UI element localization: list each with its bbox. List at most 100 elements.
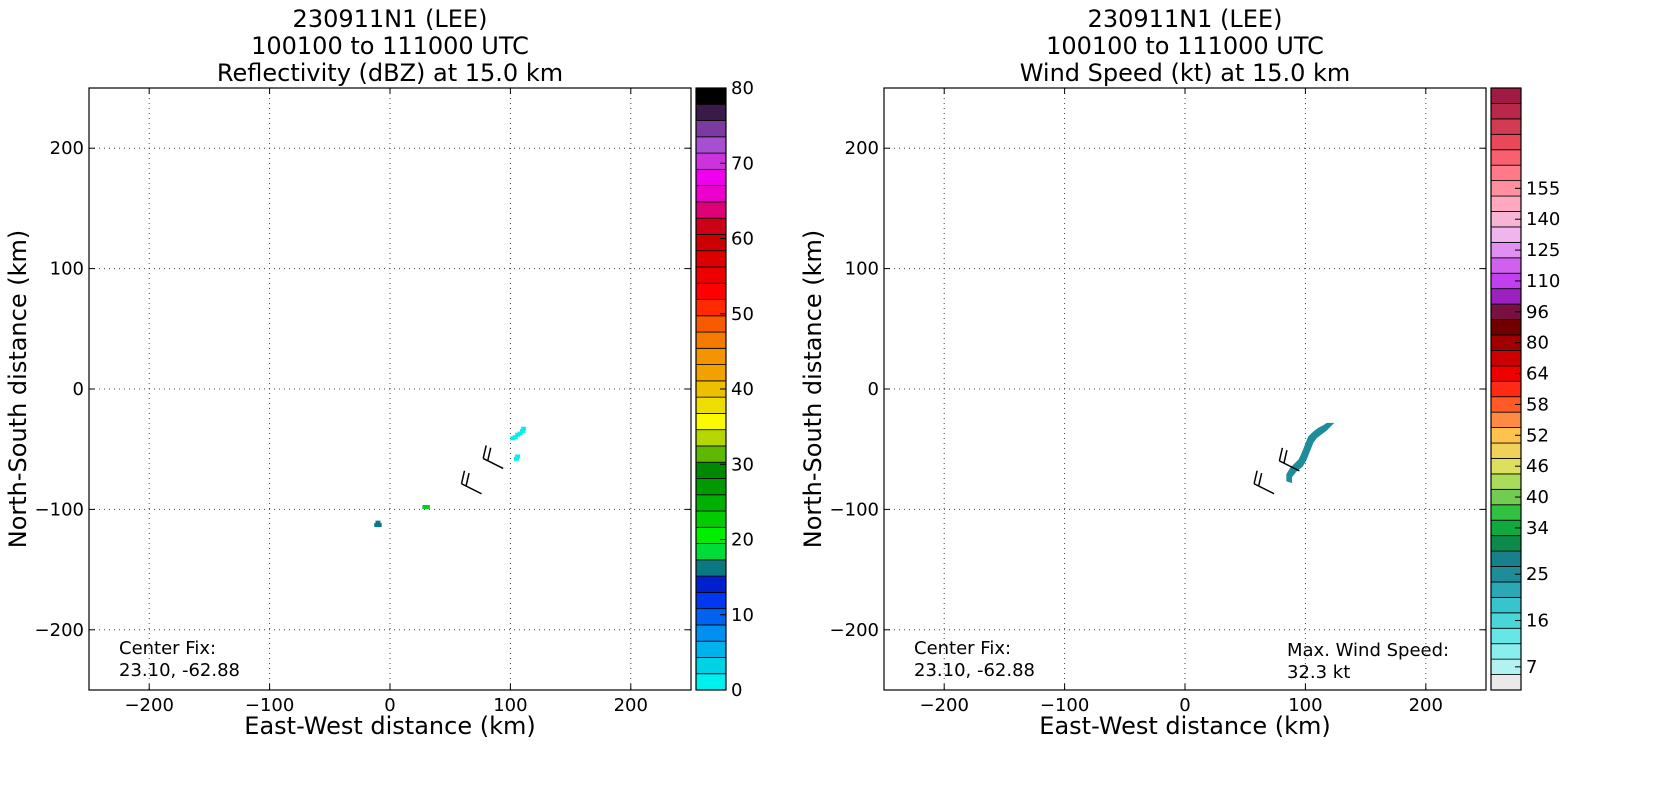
x-axis-label: East-West distance (km) [1039,712,1330,740]
max-wind-value: 32.3 kt [1287,662,1350,683]
x-tick-label: 0 [384,695,395,716]
colorbar-segment [695,640,727,658]
colorbar-segment [695,575,727,593]
wind-barb-staff [461,483,482,495]
colorbar-segment [695,429,727,447]
colorbar-frame [1490,87,1522,691]
colorbar-segment [1490,643,1522,660]
colorbar-segment [1490,442,1522,459]
wind-barb-flag [1253,470,1258,484]
colorbar-tick-label: 30 [731,454,754,475]
y-tick-label: 200 [50,138,84,159]
wind-barb [482,445,504,470]
wind-barb-flag [482,445,487,459]
colorbar-tick-label: 110 [1526,271,1560,292]
colorbar-segment [695,608,727,626]
y-tick-label: −100 [830,499,879,520]
colorbar-tick-label: 60 [731,229,754,250]
colorbar-segment [695,168,727,187]
reflectivity-cell [424,504,430,509]
colorbar-segment [695,347,727,365]
colorbar-segment [1490,133,1522,151]
colorbar-segment [1490,380,1522,398]
chart-title-line: 100100 to 111000 UTC [1046,32,1324,60]
colorbar-segment [695,445,727,463]
colorbar-segment [1490,411,1522,428]
colorbar-segment [1490,118,1522,135]
colorbar-tick-label: 0 [731,680,742,701]
colorbar-segment [695,185,727,203]
x-tick-label: −200 [124,695,173,716]
x-tick-label: 0 [1179,695,1190,716]
center-fix-value: 23.10, -62.88 [119,660,240,681]
reflectivity-cell [521,426,527,431]
colorbar-segment [695,136,727,154]
colorbar-segment [695,217,727,235]
colorbar-tick-label: 16 [1526,611,1549,632]
colorbar-segment [1490,149,1522,166]
reflectivity-cell [519,429,525,434]
reflectivity-panel: 230911N1 (LEE)100100 to 111000 UTCReflec… [4,5,754,740]
x-tick-label: 200 [614,695,648,716]
colorbar-segment [1490,257,1522,274]
chart-title-line: 230911N1 (LEE) [1088,5,1283,33]
colorbar-segment [1490,319,1522,336]
colorbar-segment [1490,350,1522,367]
chart-title-line: 100100 to 111000 UTC [251,32,529,60]
wind-barb-staff [1279,460,1300,472]
reflectivity-cell [513,456,519,461]
wind-barb-flag [1257,472,1263,487]
colorbar-segment [695,315,727,333]
colorbar-segment [695,234,727,252]
colorbar-tick-label: 10 [731,605,754,626]
wind-barb-flag [460,470,466,484]
colorbar-segment [695,250,727,268]
y-axis-label: North-South distance (km) [799,230,827,549]
reflectivity-cell [510,436,516,441]
colorbar-segment [1490,535,1522,552]
colorbar-tick-label: 155 [1526,178,1560,199]
colorbar-segment [695,559,727,577]
x-tick-label: −200 [919,695,968,716]
colorbar-tick-label: 40 [1526,487,1549,508]
colorbar-segment [695,478,727,496]
colorbar-segment [1490,504,1522,521]
wind-barb [460,470,482,495]
center-fix-value: 23.10, -62.88 [914,660,1035,681]
colorbar-segment [695,510,727,528]
wind-barb-staff [1253,483,1275,495]
y-axis-label: North-South distance (km) [4,230,32,549]
x-tick-label: −100 [1040,695,1089,716]
wind-barb-staff [482,457,504,470]
colorbar-segment [695,657,727,675]
wind-barb-flag [465,472,470,487]
colorbar-segment [695,396,727,414]
colorbar-segment [1490,103,1522,120]
colorbar-tick-label: 70 [731,153,754,174]
wind-barb-flag [1283,449,1288,464]
chart-title-line: Wind Speed (kt) at 15.0 km [1020,59,1351,87]
colorbar-segment [1490,596,1522,614]
y-tick-label: 0 [868,379,879,400]
colorbar-segment [695,266,727,284]
y-tick-label: 200 [845,138,879,159]
y-tick-label: 100 [845,259,879,280]
colorbar-tick-label: 80 [1526,333,1549,354]
wind-barb-flag [1278,447,1284,462]
colorbar-tick-label: 40 [731,379,754,400]
x-tick-label: 100 [493,695,527,716]
colorbar-tick-label: 140 [1526,209,1560,230]
colorbar-tick-label: 20 [731,530,754,551]
colorbar-segment [695,591,727,610]
colorbar-tick-label: 25 [1526,564,1549,585]
colorbar-segment [695,364,727,382]
y-tick-label: −200 [830,620,879,641]
y-tick-label: −200 [35,620,84,641]
colorbar-segment [695,331,727,349]
colorbar-tick-label: 52 [1526,425,1549,446]
y-tick-label: −100 [35,499,84,520]
colorbar-segment [695,413,727,431]
y-tick-label: 0 [73,379,84,400]
colorbar-tick-label: 64 [1526,364,1549,385]
